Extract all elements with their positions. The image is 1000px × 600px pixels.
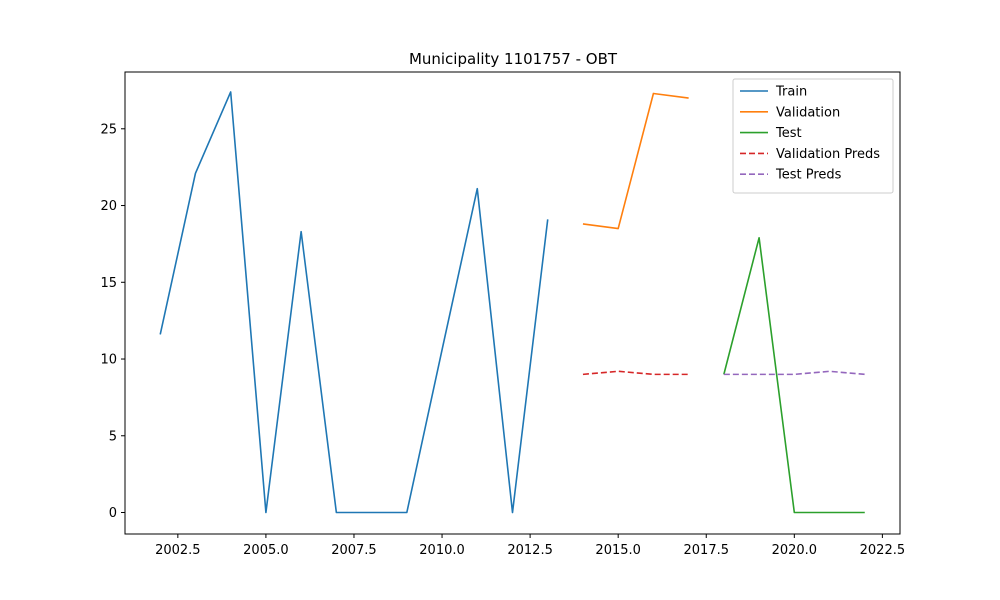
series-line-test-preds <box>723 370 865 376</box>
x-tick-label: 2022.5 <box>860 543 906 558</box>
x-axis: 2002.5 2005.0 2007.5 2010.0 2012.5 2015.0 2017… <box>155 534 905 558</box>
x-tick-label: 2002.5 <box>155 543 201 558</box>
series-line-train <box>159 91 549 514</box>
x-tick-label: 2007.5 <box>331 543 377 558</box>
y-tick-label: 20 <box>100 199 117 214</box>
legend-label: Test Preds <box>775 168 842 183</box>
series-line-validation <box>582 92 689 230</box>
plot-frame <box>124 71 901 535</box>
y-tick-label: 15 <box>100 276 117 291</box>
legend-label: Validation <box>776 105 840 120</box>
y-tick-label: 10 <box>100 353 117 368</box>
y-tick-label: 5 <box>109 429 117 444</box>
legend-label: Test <box>775 126 802 141</box>
legend-label: Train <box>775 85 807 100</box>
x-tick-label: 2017.5 <box>684 543 730 558</box>
x-tick-label: 2005.0 <box>243 543 289 558</box>
x-tick-label: 2010.0 <box>419 543 465 558</box>
legend: Train Validation Test Validation Preds Test … <box>732 78 894 194</box>
series-line-test <box>723 236 865 514</box>
x-tick-label: 2012.5 <box>507 543 553 558</box>
x-tick-label: 2015.0 <box>595 543 641 558</box>
series-layer <box>159 91 865 514</box>
y-tick-label: 0 <box>109 506 117 521</box>
chart-title: Municipality 1101757 - OBT <box>409 50 618 68</box>
x-tick-label: 2020.0 <box>772 543 818 558</box>
y-axis: 0 5 10 15 20 25 <box>100 122 125 521</box>
legend-label: Validation Preds <box>776 147 880 162</box>
legend-box <box>732 78 894 194</box>
y-tick-label: 25 <box>100 122 117 137</box>
